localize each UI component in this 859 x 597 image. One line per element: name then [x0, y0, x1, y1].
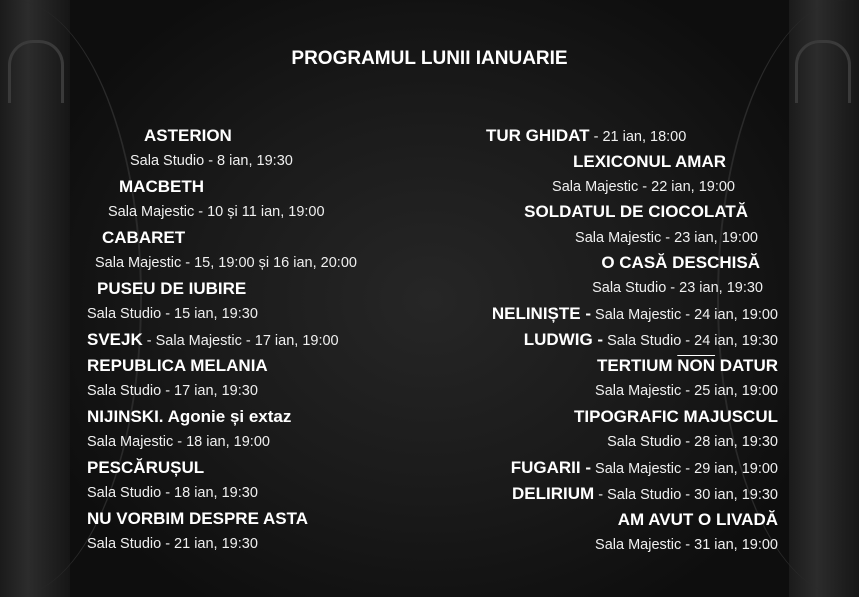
event-title-part: TERTIUM: [596, 356, 678, 375]
event-title: O CASĂ DESCHISĂ: [601, 253, 760, 272]
event-detail: - 21 ian, 18:00: [589, 129, 687, 145]
event-detail: Sala Studio - 17 ian, 19:30: [87, 383, 258, 399]
event-title: TERTIUM NON DATUR: [597, 356, 778, 376]
event-detail: - Sala Studio - 30 ian, 19:30: [594, 487, 778, 503]
event-line: FUGARII - Sala Majestic - 29 ian, 19:00: [511, 458, 778, 479]
event-detail: Sala Majestic - 22 ian, 19:00: [552, 179, 735, 195]
event-title: NELINIȘTE -: [491, 304, 591, 323]
event-title: SVEJK: [87, 330, 143, 349]
page-title: PROGRAMUL LUNII IANUARIE: [291, 48, 568, 69]
event-title: FUGARII -: [510, 458, 591, 477]
event-detail: Sala Studio - 15 ian, 19:30: [87, 306, 258, 322]
event-line: SVEJK - Sala Majestic - 17 ian, 19:00: [87, 330, 339, 351]
event-title: NIJINSKI. Agonie și extaz: [87, 407, 292, 426]
event-line: TUR GHIDAT - 21 ian, 18:00: [486, 126, 686, 147]
event-detail: Sala Studio - 24 ian, 19:30: [603, 333, 778, 349]
event-title: ASTERION: [144, 126, 232, 145]
event-detail: Sala Studio - 28 ian, 19:30: [607, 434, 778, 450]
event-line: LUDWIG - Sala Studio - 24 ian, 19:30: [524, 330, 778, 351]
event-title: PUSEU DE IUBIRE: [97, 279, 247, 298]
event-detail: Sala Majestic - 24 ian, 19:00: [591, 307, 778, 323]
event-detail: Sala Studio - 23 ian, 19:30: [592, 280, 763, 296]
event-title-part: DATUR: [715, 356, 778, 375]
event-title: TUR GHIDAT: [486, 126, 590, 145]
event-title: LEXICONUL AMAR: [573, 152, 726, 171]
event-detail: Sala Studio - 21 ian, 19:30: [87, 536, 258, 552]
event-detail: Sala Studio - 18 ian, 19:30: [87, 485, 258, 501]
event-title: LUDWIG -: [523, 330, 604, 349]
event-detail: Sala Majestic - 29 ian, 19:00: [591, 461, 778, 477]
event-line: DELIRIUM - Sala Studio - 30 ian, 19:30: [512, 484, 778, 505]
curtain-left: [0, 0, 142, 597]
event-detail: Sala Majestic - 18 ian, 19:00: [87, 434, 270, 450]
event-title: REPUBLICA MELANIA: [87, 356, 268, 375]
event-title: MACBETH: [119, 177, 204, 196]
event-title: PESCĂRUȘUL: [87, 458, 205, 477]
event-detail: Sala Majestic - 15, 19:00 și 16 ian, 20:…: [95, 255, 357, 271]
event-title: TIPOGRAFIC MAJUSCUL: [574, 407, 778, 426]
curtain-right: [717, 0, 859, 597]
event-title-overlined: NON: [677, 356, 716, 375]
event-detail: Sala Majestic - 23 ian, 19:00: [575, 230, 758, 246]
event-title: DELIRIUM: [512, 484, 595, 503]
event-title: CABARET: [102, 228, 186, 247]
event-title: NU VORBIM DESPRE ASTA: [87, 509, 309, 528]
event-detail: - Sala Majestic - 17 ian, 19:00: [142, 333, 339, 349]
event-detail: Sala Majestic - 10 și 11 ian, 19:00: [108, 204, 325, 220]
event-detail: Sala Majestic - 31 ian, 19:00: [595, 537, 778, 553]
event-detail: Sala Studio - 8 ian, 19:30: [130, 153, 293, 169]
event-title: SOLDATUL DE CIOCOLATĂ: [524, 202, 748, 221]
event-detail: Sala Majestic - 25 ian, 19:00: [595, 383, 778, 399]
event-line: NELINIȘTE - Sala Majestic - 24 ian, 19:0…: [492, 304, 778, 325]
event-title: AM AVUT O LIVADĂ: [617, 510, 778, 529]
